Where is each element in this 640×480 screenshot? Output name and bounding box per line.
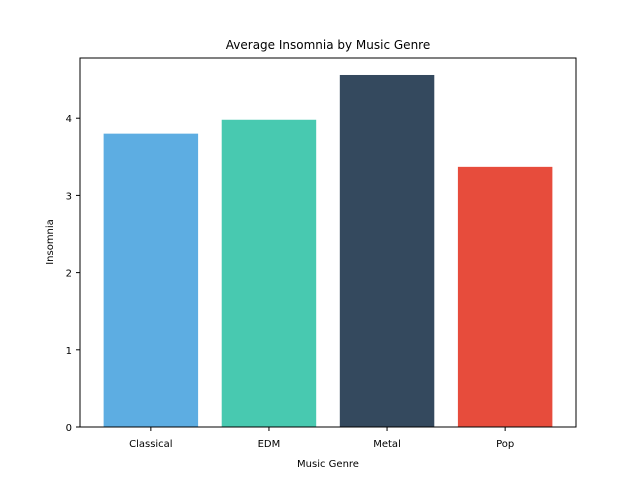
bar-metal: [339, 74, 435, 427]
y-tick-label: 3: [66, 191, 72, 202]
y-tick-label: 1: [66, 346, 72, 357]
y-tick-label: 4: [66, 114, 72, 125]
bar-edm: [221, 119, 317, 427]
bars-group: [103, 74, 553, 427]
y-tick-label: 0: [66, 423, 72, 434]
x-tick-label: Classical: [129, 439, 173, 450]
x-axis-label: Music Genre: [297, 459, 359, 470]
bar-classical: [103, 133, 199, 427]
bar-pop: [457, 166, 553, 427]
x-tick-label: Pop: [496, 439, 514, 450]
x-tick-label: Metal: [373, 439, 401, 450]
y-axis-ticks: 0 1 2 3 4: [66, 114, 80, 434]
y-tick-label: 2: [66, 269, 72, 280]
plot-frame: [79, 57, 577, 428]
chart-title: Average Insomnia by Music Genre: [226, 38, 430, 52]
x-axis-ticks: Classical EDM Metal Pop: [129, 427, 514, 450]
y-axis-label: Insomnia: [45, 219, 56, 265]
x-tick-label: EDM: [258, 439, 281, 450]
